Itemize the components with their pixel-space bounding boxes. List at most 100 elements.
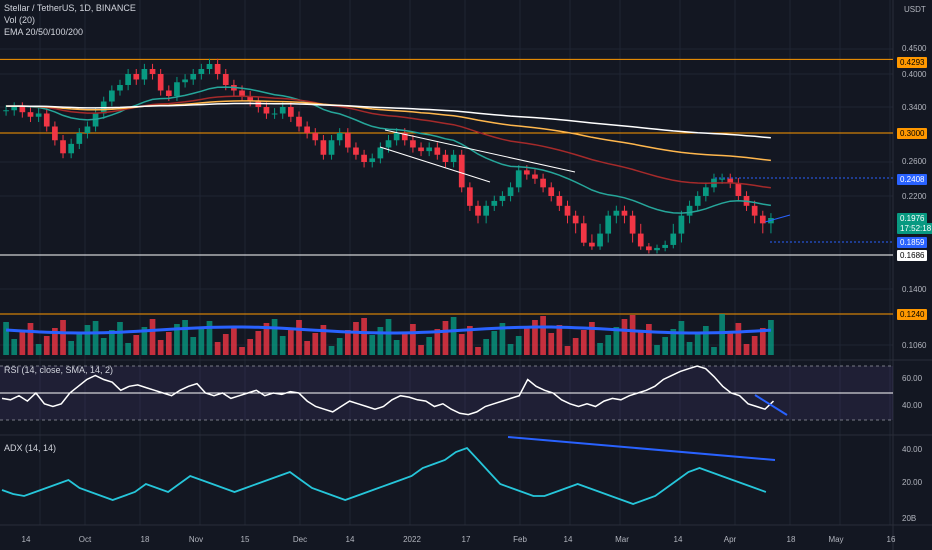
volume-bar — [458, 334, 465, 355]
price-axis-label: 0.4500 — [902, 44, 927, 53]
candle-body — [532, 174, 538, 179]
volume-bar — [52, 328, 58, 355]
candle-body — [312, 133, 319, 141]
price-axis-label: 0.2600 — [902, 157, 927, 166]
candle-body — [385, 140, 392, 148]
x-axis-label: May — [828, 535, 844, 544]
candle-body — [450, 154, 457, 162]
candle-body — [174, 82, 180, 96]
candle-body — [694, 196, 701, 206]
volume-bar — [743, 344, 750, 355]
candle-body — [222, 74, 229, 85]
adx-axis-label: 20B — [902, 514, 917, 523]
volume-bar — [499, 323, 506, 355]
candle-body — [654, 247, 660, 251]
price-axis-label: 0.1060 — [902, 341, 927, 350]
candle-body — [214, 64, 221, 74]
volume-bar — [597, 343, 603, 355]
rsi-axis-label: 60.00 — [902, 374, 923, 383]
volume-bar — [483, 339, 489, 355]
candle-body — [84, 126, 91, 133]
candle-body — [670, 233, 677, 245]
volume-bar — [35, 344, 42, 355]
volume-bar — [312, 333, 319, 355]
volume-bar — [377, 327, 384, 355]
chart-title[interactable]: Stellar / TetherUS, 1D, BINANCE — [4, 3, 136, 13]
candle-body — [182, 79, 188, 83]
candle-body — [605, 215, 612, 234]
volume-bar — [84, 325, 91, 355]
candle-body — [475, 205, 481, 216]
volume-bar — [686, 342, 693, 355]
volume-bar — [125, 343, 131, 355]
legend-adx[interactable]: ADX (14, 14) — [4, 443, 57, 453]
volume-bar — [304, 341, 310, 355]
candle-body — [304, 126, 310, 133]
volume-bar — [344, 330, 351, 355]
candle-body — [117, 85, 123, 91]
volume-bar — [589, 322, 595, 355]
x-axis-label: 15 — [240, 535, 250, 544]
x-axis-label: Mar — [615, 535, 629, 544]
price-axis-label: 0.3400 — [902, 103, 927, 112]
volume-bar — [475, 347, 481, 355]
candle-body — [19, 107, 26, 113]
candle-body — [637, 233, 644, 247]
volume-bar — [426, 337, 433, 355]
candle-body — [369, 158, 376, 162]
currency-label: USDT — [904, 5, 926, 14]
volume-bar — [491, 331, 498, 355]
volume-bar — [393, 340, 400, 355]
candle-body — [35, 113, 42, 117]
volume-bar — [100, 338, 107, 355]
volume-bar — [182, 320, 188, 355]
candle-body — [759, 215, 766, 224]
adx-axis-label: 40.00 — [902, 445, 923, 454]
price-tag: 0.1686 — [897, 250, 928, 261]
candle-body — [353, 147, 359, 155]
candle-body — [125, 74, 131, 85]
candle-body — [686, 205, 693, 216]
candle-body — [68, 143, 75, 154]
price-tag: 0.1859 — [897, 237, 928, 248]
volume-bar — [328, 346, 335, 355]
rsi-axis-label: 40.00 — [902, 401, 923, 410]
candle-body — [483, 205, 489, 216]
candle-body — [467, 187, 473, 206]
volume-bar — [556, 325, 563, 355]
candle-body — [165, 90, 172, 96]
candle-body — [271, 113, 278, 115]
volume-bar — [507, 344, 514, 355]
legend-ema[interactable]: EMA 20/50/100/200 — [4, 27, 84, 37]
volume-bar — [19, 331, 26, 355]
candle-body — [719, 178, 725, 180]
volume-bar — [572, 338, 579, 355]
volume-bar — [239, 347, 245, 355]
candle-body — [556, 196, 563, 206]
price-tag: 0.3000 — [897, 128, 928, 139]
candle-body — [426, 147, 433, 152]
volume-bar — [198, 329, 205, 355]
price-axis-label: 0.2200 — [902, 192, 927, 201]
candle-body — [491, 200, 498, 206]
candle-body — [401, 133, 408, 141]
price-axis-label: 0.4000 — [902, 70, 927, 79]
volume-bar — [768, 320, 774, 355]
candle-body — [393, 133, 400, 141]
candle-body — [344, 133, 351, 148]
candle-body — [434, 147, 441, 155]
candle-body — [548, 187, 555, 196]
candle-body — [678, 215, 685, 234]
volume-bar — [336, 338, 343, 355]
candle-body — [198, 69, 205, 74]
legend-rsi[interactable]: RSI (14, close, SMA, 14, 2) — [4, 365, 114, 375]
candle-body — [735, 183, 742, 196]
x-axis-label: Feb — [513, 535, 527, 544]
volume-bar — [654, 345, 660, 355]
volume-bar — [43, 336, 50, 355]
volume-bar — [678, 321, 685, 355]
price-tag: 0.4293 — [897, 57, 928, 68]
volume-bar — [255, 331, 262, 355]
legend-volume[interactable]: Vol (20) — [4, 15, 36, 25]
